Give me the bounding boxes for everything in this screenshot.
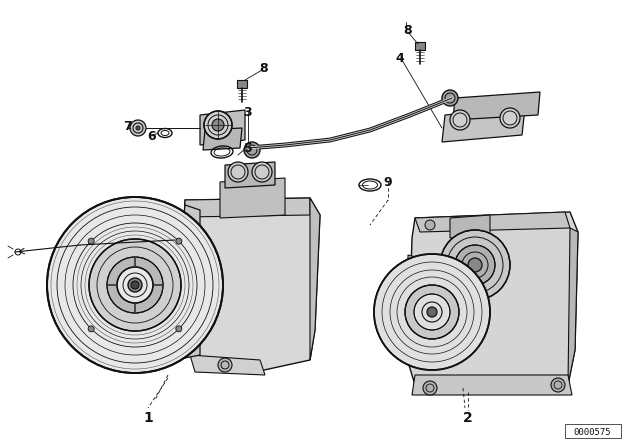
- Circle shape: [204, 111, 232, 139]
- Polygon shape: [408, 212, 578, 385]
- Circle shape: [47, 197, 223, 373]
- Circle shape: [176, 326, 182, 332]
- Text: 2: 2: [463, 411, 473, 425]
- Polygon shape: [225, 162, 275, 188]
- Text: 5: 5: [244, 142, 252, 155]
- Circle shape: [551, 378, 565, 392]
- Circle shape: [228, 162, 248, 182]
- Polygon shape: [203, 128, 242, 150]
- Circle shape: [427, 307, 437, 317]
- Polygon shape: [220, 178, 285, 218]
- Circle shape: [500, 108, 520, 128]
- Text: 9: 9: [384, 176, 392, 189]
- Circle shape: [442, 90, 458, 106]
- Circle shape: [88, 326, 94, 332]
- Polygon shape: [453, 92, 540, 120]
- Text: 6: 6: [148, 129, 156, 142]
- Text: 7: 7: [124, 120, 132, 133]
- Polygon shape: [237, 80, 247, 88]
- Circle shape: [107, 257, 163, 313]
- Circle shape: [468, 258, 482, 272]
- Circle shape: [450, 110, 470, 130]
- Text: 1: 1: [143, 411, 153, 425]
- Polygon shape: [442, 108, 525, 142]
- Polygon shape: [408, 255, 420, 350]
- Polygon shape: [200, 110, 245, 145]
- Polygon shape: [415, 212, 570, 232]
- Text: 0000575: 0000575: [573, 427, 611, 436]
- Polygon shape: [412, 375, 572, 395]
- Circle shape: [128, 278, 142, 292]
- Circle shape: [252, 162, 272, 182]
- Circle shape: [425, 220, 435, 230]
- Circle shape: [117, 267, 153, 303]
- Circle shape: [89, 239, 181, 331]
- Text: 8: 8: [404, 23, 412, 36]
- Polygon shape: [180, 198, 320, 372]
- Circle shape: [176, 238, 182, 244]
- Circle shape: [423, 381, 437, 395]
- Circle shape: [455, 245, 495, 285]
- Circle shape: [414, 294, 450, 330]
- Circle shape: [244, 142, 260, 158]
- Text: 4: 4: [396, 52, 404, 65]
- Text: 3: 3: [244, 105, 252, 119]
- Circle shape: [88, 238, 94, 244]
- Polygon shape: [185, 198, 310, 217]
- Text: 8: 8: [260, 61, 268, 74]
- Circle shape: [218, 358, 232, 372]
- Polygon shape: [415, 42, 425, 50]
- Circle shape: [374, 254, 490, 370]
- Polygon shape: [190, 355, 265, 375]
- Circle shape: [131, 281, 139, 289]
- Circle shape: [130, 120, 146, 136]
- Polygon shape: [450, 215, 490, 238]
- Circle shape: [440, 230, 510, 300]
- Polygon shape: [310, 198, 320, 360]
- Circle shape: [405, 285, 459, 339]
- Polygon shape: [175, 205, 200, 358]
- Polygon shape: [568, 228, 578, 385]
- Circle shape: [212, 119, 224, 131]
- Circle shape: [136, 126, 140, 130]
